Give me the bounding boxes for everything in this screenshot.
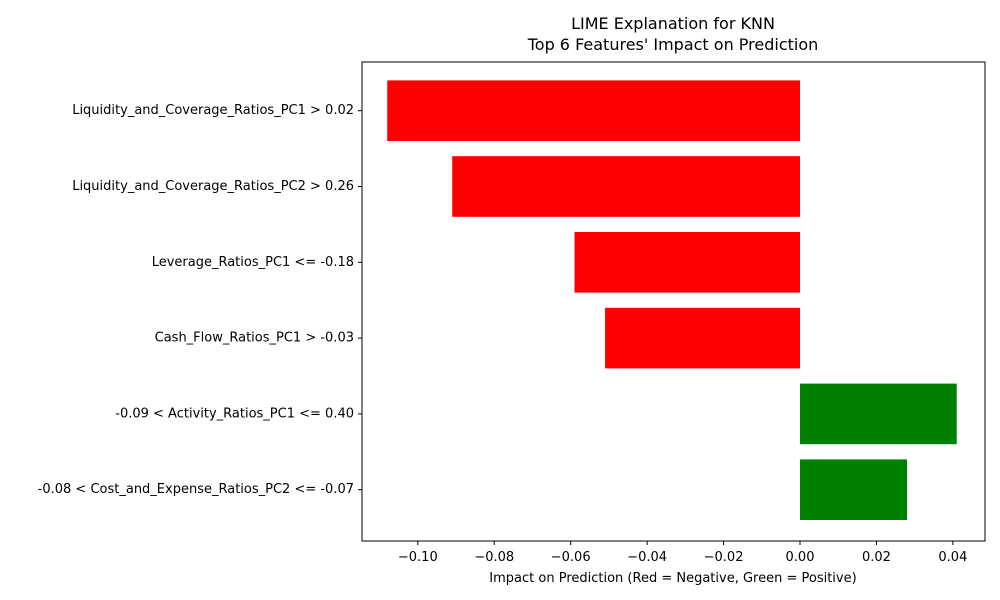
- x-tick-label: −0.10: [398, 550, 438, 565]
- x-tick-label: 0.04: [938, 550, 967, 565]
- chart-subtitle: Top 6 Features' Impact on Prediction: [527, 35, 819, 54]
- bar-3: [605, 307, 801, 369]
- bars-group: [387, 80, 957, 520]
- category-label: Liquidity_and_Coverage_Ratios_PC2 > 0.26: [72, 179, 354, 194]
- x-axis-label: Impact on Prediction (Red = Negative, Gr…: [489, 571, 856, 586]
- category-label: Liquidity_and_Coverage_Ratios_PC1 > 0.02: [72, 103, 354, 118]
- bar-2: [574, 232, 801, 293]
- x-tick-label: −0.06: [551, 550, 591, 565]
- chart-title: LIME Explanation for KNN: [571, 14, 775, 33]
- category-label: -0.09 < Activity_Ratios_PC1 <= 0.40: [115, 406, 354, 421]
- category-label: Cash_Flow_Ratios_PC1 > -0.03: [155, 331, 354, 346]
- bar-5: [800, 459, 908, 520]
- x-tick-label: 0.02: [862, 550, 891, 565]
- x-tick-label: −0.02: [704, 550, 744, 565]
- x-ticks-group: −0.10 −0.08 −0.06 −0.04 −0.02 0.00 0.02 0.04: [398, 541, 967, 565]
- bar-0: [387, 80, 801, 141]
- x-tick-label: −0.04: [627, 550, 667, 565]
- category-label: -0.08 < Cost_and_Expense_Ratios_PC2 <= -…: [38, 482, 354, 497]
- category-label: Leverage_Ratios_PC1 <= -0.18: [152, 255, 354, 270]
- x-tick-label: 0.00: [786, 550, 815, 565]
- bar-4: [800, 383, 957, 445]
- category-labels-group: Liquidity_and_Coverage_Ratios_PC1 > 0.02…: [38, 103, 362, 497]
- plot-frame: [361, 61, 986, 542]
- bar-1: [452, 156, 801, 217]
- x-tick-label: −0.08: [474, 550, 514, 565]
